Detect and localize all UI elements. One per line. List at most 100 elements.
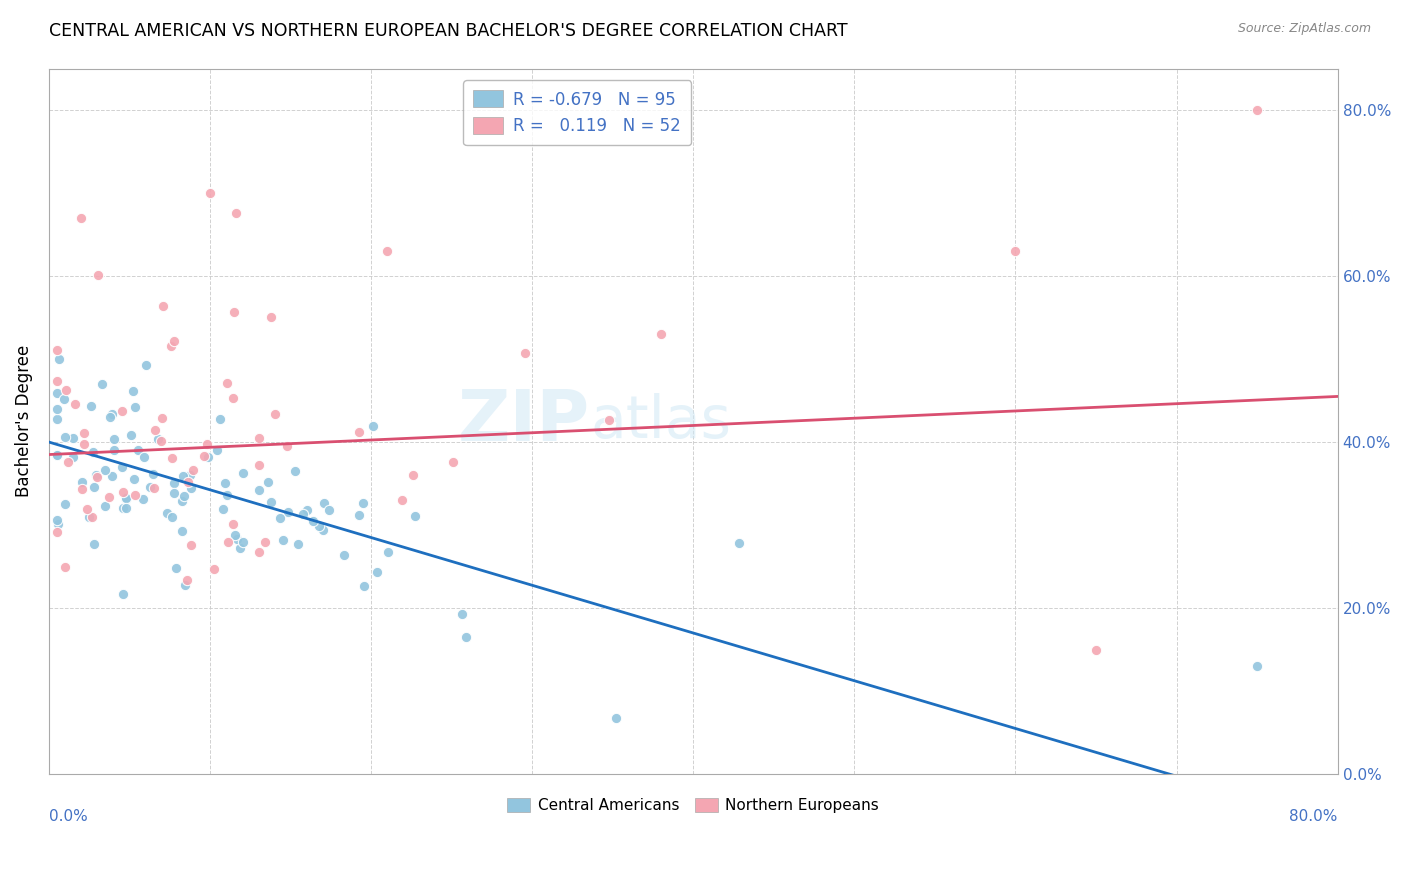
Point [77, 510, 100, 524]
Point [103, 442, 125, 457]
Point [48, 517, 70, 532]
Text: atlas: atlas [591, 392, 731, 450]
Point [115, 500, 138, 515]
Point [1004, 244, 1026, 259]
Point [287, 537, 309, 551]
Point [404, 509, 426, 524]
Y-axis label: Bachelor's Degree: Bachelor's Degree [15, 345, 32, 498]
Point [93, 463, 115, 477]
Point [111, 484, 134, 499]
Point [112, 500, 135, 515]
Point [76, 502, 98, 516]
Point [70, 482, 93, 496]
Point [111, 459, 134, 474]
Point [217, 535, 239, 549]
Point [1246, 659, 1268, 673]
Point [55, 430, 77, 444]
Point [598, 413, 620, 427]
Point [217, 488, 239, 502]
Point [111, 404, 134, 418]
Point [727, 536, 749, 550]
Point [143, 481, 166, 495]
Point [53, 497, 76, 511]
Point [271, 533, 294, 548]
Point [450, 607, 472, 622]
Text: CENTRAL AMERICAN VS NORTHERN EUROPEAN BACHELOR'S DEGREE CORRELATION CHART: CENTRAL AMERICAN VS NORTHERN EUROPEAN BA… [49, 22, 848, 40]
Point [162, 475, 184, 490]
Point [62, 450, 84, 464]
Point [318, 502, 340, 516]
Point [112, 587, 135, 601]
Point [173, 489, 195, 503]
Point [46, 402, 69, 417]
Point [53, 560, 76, 574]
Point [232, 466, 254, 480]
Point [179, 468, 201, 483]
Point [332, 549, 354, 563]
Point [98, 491, 121, 505]
Point [224, 528, 246, 542]
Point [152, 299, 174, 313]
Point [443, 455, 465, 469]
Point [247, 458, 270, 472]
Point [160, 510, 183, 524]
Point [55, 384, 77, 398]
Point [269, 511, 291, 525]
Point [124, 472, 146, 486]
Point [172, 524, 194, 538]
Point [605, 711, 627, 725]
Point [122, 384, 145, 398]
Point [222, 516, 245, 531]
Point [73, 425, 96, 440]
Point [124, 400, 146, 414]
Point [83, 480, 105, 494]
Point [312, 496, 335, 510]
Point [150, 434, 173, 448]
Point [138, 480, 160, 494]
Point [202, 562, 225, 576]
Point [650, 327, 672, 342]
Point [115, 492, 138, 507]
Point [229, 541, 252, 555]
Text: ZIP: ZIP [458, 387, 591, 456]
Point [276, 439, 298, 453]
Point [172, 469, 194, 483]
Point [134, 450, 156, 464]
Point [98, 410, 121, 425]
Point [292, 507, 315, 521]
Point [375, 244, 398, 259]
Point [353, 579, 375, 593]
Point [150, 410, 173, 425]
Text: 0.0%: 0.0% [49, 809, 87, 824]
Point [391, 493, 413, 508]
Point [135, 358, 157, 372]
Point [247, 483, 270, 498]
Point [70, 475, 93, 490]
Point [65, 397, 87, 411]
Point [94, 499, 117, 513]
Point [247, 544, 270, 558]
Point [132, 492, 155, 507]
Legend: Central Americans, Northern Europeans: Central Americans, Northern Europeans [502, 792, 886, 820]
Point [46, 513, 69, 527]
Point [260, 310, 283, 324]
Point [377, 545, 399, 559]
Point [347, 425, 370, 439]
Point [86, 470, 108, 484]
Point [217, 376, 239, 390]
Point [56, 455, 79, 469]
Point [127, 443, 149, 458]
Point [222, 304, 245, 318]
Point [176, 573, 198, 587]
Point [1085, 642, 1108, 657]
Point [46, 448, 69, 462]
Point [48, 351, 70, 366]
Point [46, 525, 69, 540]
Point [263, 407, 285, 421]
Point [173, 578, 195, 592]
Point [163, 334, 186, 349]
Point [46, 448, 69, 462]
Point [222, 391, 245, 405]
Point [160, 339, 183, 353]
Point [349, 508, 371, 522]
